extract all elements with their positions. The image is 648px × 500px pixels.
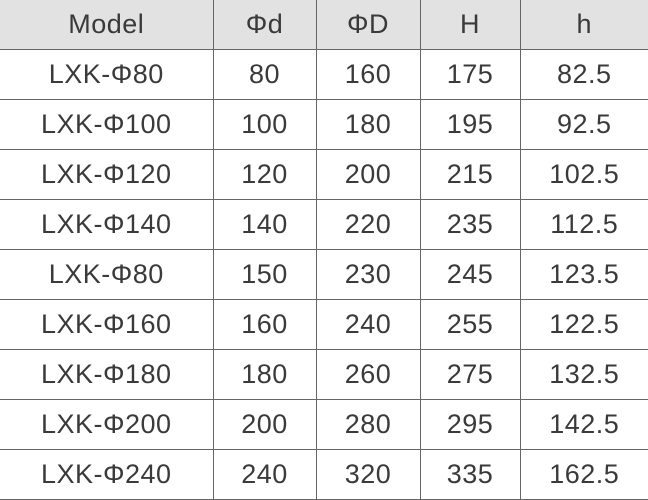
- table-row: LXK-Φ180 180 260 275 132.5: [0, 349, 648, 400]
- header-cell: H: [419, 0, 521, 50]
- table-cell: 255: [419, 299, 521, 350]
- table-cell: LXK-Φ80: [0, 49, 214, 100]
- table-cell: 92.5: [519, 99, 648, 150]
- table-cell: 245: [419, 249, 521, 300]
- table-cell: 160: [212, 299, 317, 350]
- table-cell: 280: [315, 399, 421, 450]
- table-cell: LXK-Φ140: [0, 199, 214, 250]
- table-cell: LXK-Φ240: [0, 449, 214, 500]
- table-body: LXK-Φ80 80 160 175 82.5 LXK-Φ100 100 180 195 92.5…: [0, 49, 648, 500]
- table-cell: 295: [419, 399, 521, 450]
- table-cell: 240: [212, 449, 317, 500]
- table-row: LXK-Φ240 240 320 335 162.5: [0, 449, 648, 500]
- table-cell: 180: [315, 99, 421, 150]
- table-row: LXK-Φ120 120 200 215 102.5: [0, 149, 648, 200]
- table-cell: 82.5: [519, 49, 648, 100]
- table-cell: 162.5: [519, 449, 648, 500]
- table-cell: 215: [419, 149, 521, 200]
- table-cell: 132.5: [519, 349, 648, 400]
- table-cell: 200: [315, 149, 421, 200]
- table-row: LXK-Φ80 80 160 175 82.5: [0, 49, 648, 100]
- table-cell: 180: [212, 349, 317, 400]
- table-cell: 100: [212, 99, 317, 150]
- table-cell: 200: [212, 399, 317, 450]
- table-cell: LXK-Φ180: [0, 349, 214, 400]
- table-cell: 102.5: [519, 149, 648, 200]
- table-cell: 335: [419, 449, 521, 500]
- table-cell: 230: [315, 249, 421, 300]
- table-cell: 275: [419, 349, 521, 400]
- table-cell: 220: [315, 199, 421, 250]
- table-cell: 123.5: [519, 249, 648, 300]
- table-cell: 142.5: [519, 399, 648, 450]
- header-cell: h: [519, 0, 648, 50]
- table-cell: LXK-Φ160: [0, 299, 214, 350]
- table-cell: 122.5: [519, 299, 648, 350]
- table-cell: 80: [212, 49, 317, 100]
- header-cell: Φd: [212, 0, 317, 50]
- table-row: LXK-Φ140 140 220 235 112.5: [0, 199, 648, 250]
- table-row: LXK-Φ100 100 180 195 92.5: [0, 99, 648, 150]
- table-cell: LXK-Φ200: [0, 399, 214, 450]
- table-cell: 195: [419, 99, 521, 150]
- table-row: LXK-Φ80 150 230 245 123.5: [0, 249, 648, 300]
- header-cell: Model: [0, 0, 214, 50]
- table-cell: LXK-Φ80: [0, 249, 214, 300]
- table-row: LXK-Φ200 200 280 295 142.5: [0, 399, 648, 450]
- table-cell: LXK-Φ120: [0, 149, 214, 200]
- table-cell: 260: [315, 349, 421, 400]
- table-cell: 175: [419, 49, 521, 100]
- table-cell: 112.5: [519, 199, 648, 250]
- header-cell: ΦD: [315, 0, 421, 50]
- table-cell: 235: [419, 199, 521, 250]
- table-cell: 240: [315, 299, 421, 350]
- table-cell: 320: [315, 449, 421, 500]
- table-cell: 160: [315, 49, 421, 100]
- table-cell: LXK-Φ100: [0, 99, 214, 150]
- table-row: LXK-Φ160 160 240 255 122.5: [0, 299, 648, 350]
- table-cell: 120: [212, 149, 317, 200]
- table-cell: 140: [212, 199, 317, 250]
- table-cell: 150: [212, 249, 317, 300]
